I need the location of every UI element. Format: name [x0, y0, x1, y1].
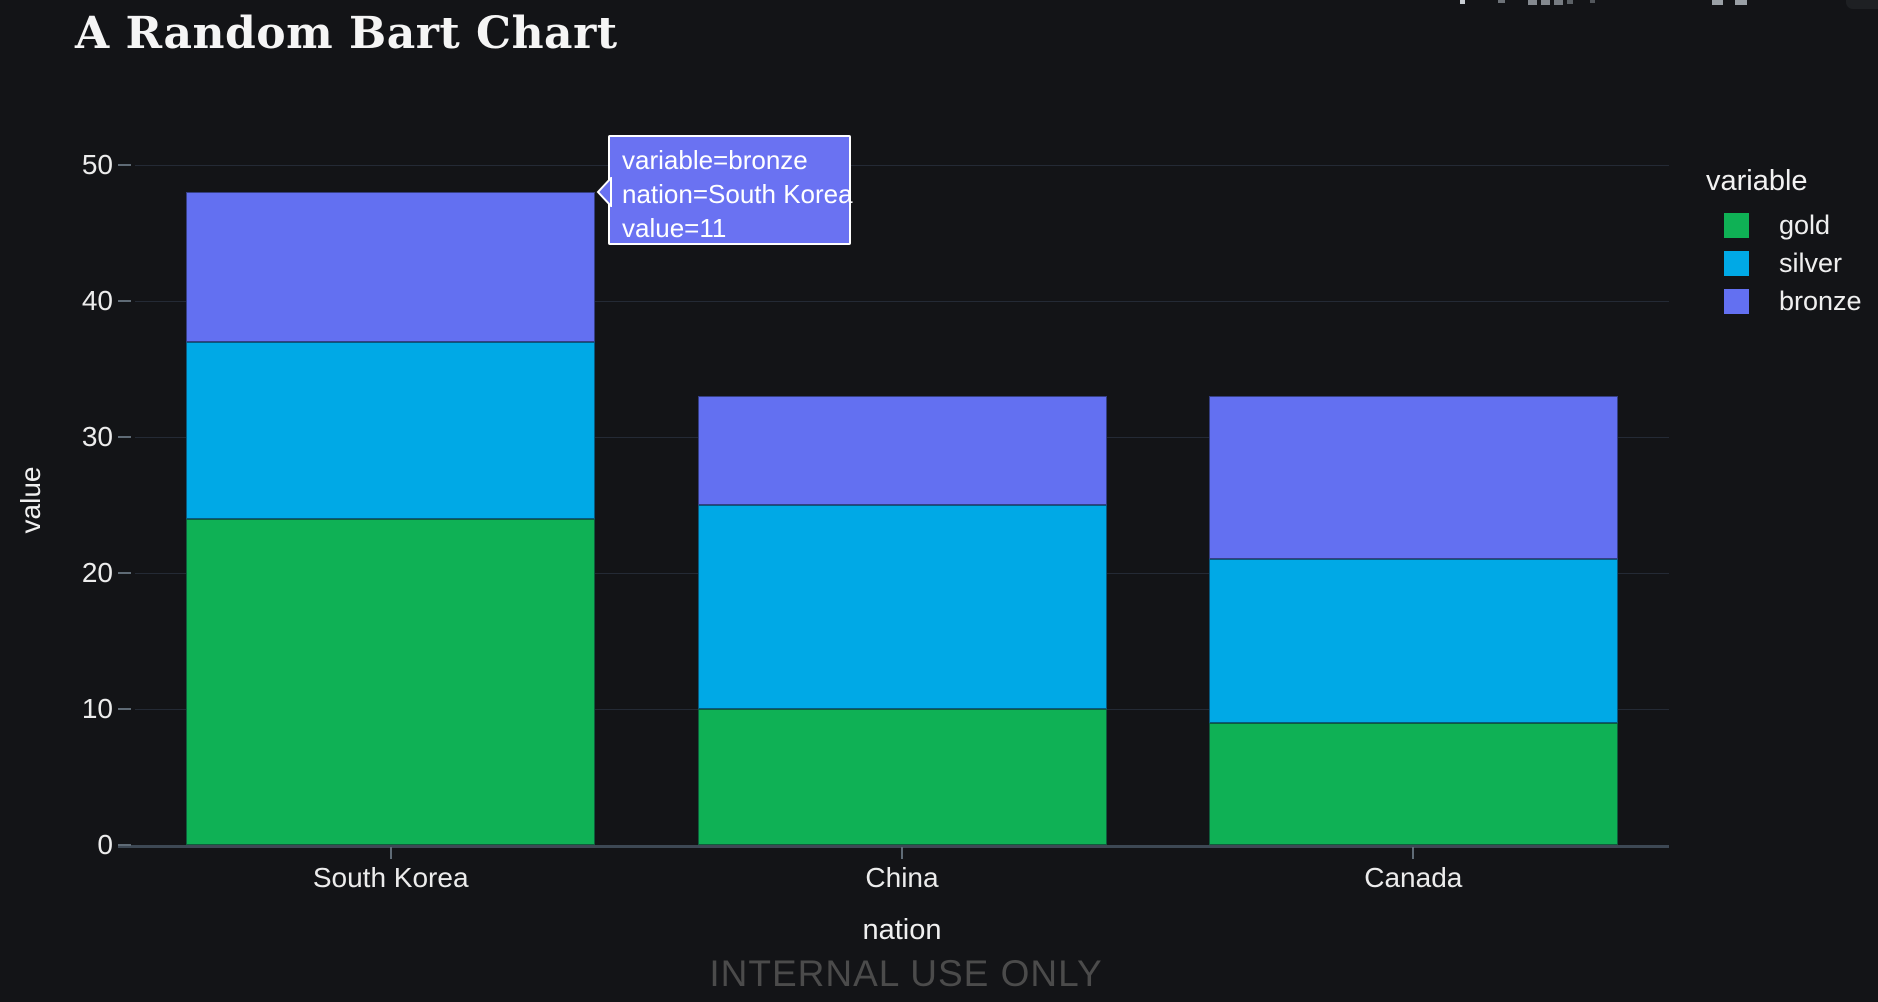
bar-canada-bronze[interactable] [1208, 396, 1618, 560]
x-axis-line [118, 845, 1669, 848]
legend-item-silver[interactable]: silver [1724, 248, 1862, 278]
y-tick-label: 50 [81, 149, 113, 180]
x-tick-label: Canada [1364, 862, 1463, 893]
x-axis-title: nation [862, 914, 942, 946]
y-tick-label: 20 [81, 557, 113, 588]
x-tick-label: China [865, 862, 939, 893]
y-tick-label: 30 [81, 421, 113, 452]
toolbar-icon-fragment[interactable] [1567, 0, 1573, 4]
x-axis-tick [389, 847, 392, 859]
legend-item-gold[interactable]: gold [1724, 210, 1862, 240]
legend-swatch-silver-icon [1724, 250, 1749, 276]
gridline [135, 165, 1669, 166]
bar-south-korea-silver[interactable] [186, 341, 596, 519]
tooltip: variable=bronze nation=South Korea value… [596, 135, 853, 245]
y-axis-tick [118, 572, 131, 574]
toolbar-icon-fragment[interactable] [1554, 0, 1563, 5]
y-axis-tick [118, 300, 131, 302]
bar-south-korea-bronze[interactable] [186, 192, 596, 342]
gridline [135, 301, 1669, 302]
y-tick-label: 40 [81, 285, 113, 316]
watermark: INTERNAL USE ONLY [709, 953, 1103, 994]
y-axis-tick [118, 436, 131, 438]
tooltip-caret-icon [596, 177, 612, 207]
x-axis-tick [1412, 847, 1415, 859]
y-axis-tick [118, 164, 131, 166]
tooltip-nation: nation=South Korea [622, 179, 853, 209]
bar-china-silver[interactable] [697, 505, 1107, 709]
toolbar-icon-fragment[interactable] [1735, 0, 1747, 5]
toolbar-icon-fragment[interactable] [1712, 0, 1723, 5]
x-axis-tick [901, 847, 903, 859]
legend-item-label: silver [1779, 248, 1843, 278]
window-corner-tab [1846, 0, 1878, 9]
y-tick-label: 10 [81, 693, 113, 724]
legend-item-label: gold [1779, 210, 1831, 240]
bar-canada-silver[interactable] [1208, 559, 1618, 723]
toolbar-icon-fragment[interactable] [1541, 0, 1550, 5]
toolbar-icon-fragment[interactable] [1460, 0, 1465, 4]
x-tick-label: South Korea [312, 862, 469, 893]
legend-title: variable [1706, 165, 1808, 197]
legend-item-bronze[interactable]: bronze [1724, 286, 1862, 316]
legend-swatch-bronze-icon [1724, 288, 1749, 314]
y-tick-label: 0 [97, 829, 113, 860]
toolbar-icon-fragment[interactable] [1590, 0, 1595, 3]
y-axis-tick [118, 708, 131, 710]
bar-china-bronze[interactable] [697, 396, 1107, 505]
bar-canada-gold[interactable] [1208, 722, 1618, 845]
tooltip-variable: variable=bronze [622, 145, 808, 175]
y-axis-title: value [15, 466, 46, 534]
legend-swatch-gold-icon [1724, 212, 1749, 238]
chart-title: A Random Bart Chart [75, 8, 618, 59]
legend: variable gold silver bronze [1706, 165, 1862, 326]
legend-item-label: bronze [1779, 286, 1862, 316]
y-axis-tick [118, 844, 131, 846]
bar-south-korea-gold[interactable] [186, 518, 596, 845]
toolbar-icon-fragment[interactable] [1498, 0, 1505, 3]
toolbar-icon-fragment[interactable] [1528, 0, 1537, 5]
legend-items: gold silver bronze [1706, 210, 1862, 316]
tooltip-value: value=11 [622, 213, 727, 243]
bar-china-gold[interactable] [697, 709, 1107, 845]
